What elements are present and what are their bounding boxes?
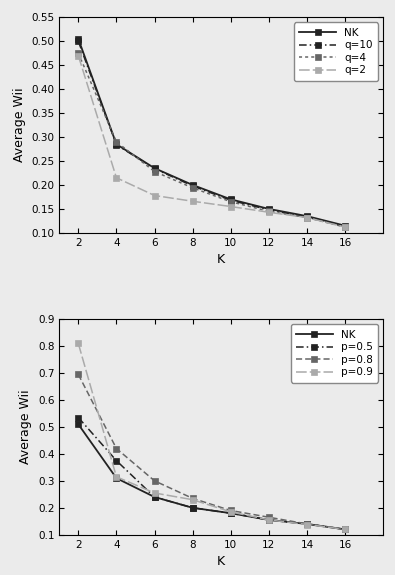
Line: q=2: q=2 [75, 53, 348, 230]
NK [114, 475, 119, 482]
Line: NK: NK [75, 36, 348, 228]
X-axis label: K: K [217, 254, 225, 266]
p=0.9 [76, 340, 81, 347]
q=2 [152, 192, 157, 199]
NK [228, 510, 233, 517]
q=4 [343, 224, 348, 231]
q=2 [76, 52, 81, 59]
p=0.9 [343, 526, 348, 533]
q=10 [267, 206, 271, 213]
Line: p=0.5: p=0.5 [75, 415, 348, 532]
NK [152, 165, 157, 172]
NK [343, 526, 348, 533]
Line: p=0.8: p=0.8 [75, 371, 348, 532]
Line: p=0.9: p=0.9 [75, 340, 348, 532]
p=0.9 [114, 473, 119, 480]
p=0.8 [76, 371, 81, 378]
q=2 [305, 214, 309, 221]
q=10 [190, 182, 195, 189]
p=0.8 [305, 520, 309, 527]
NK [267, 205, 271, 212]
q=4 [152, 168, 157, 175]
NK [343, 222, 348, 229]
p=0.8 [114, 445, 119, 452]
NK [228, 196, 233, 203]
NK [76, 36, 81, 43]
NK [114, 141, 119, 148]
NK [152, 493, 157, 500]
q=10 [76, 38, 81, 45]
Legend: NK, p=0.5, p=0.8, p=0.9: NK, p=0.5, p=0.8, p=0.9 [291, 324, 378, 382]
p=0.5 [305, 520, 309, 527]
q=10 [152, 165, 157, 172]
q=10 [343, 223, 348, 230]
q=2 [114, 174, 119, 181]
q=2 [267, 209, 271, 216]
p=0.5 [267, 516, 271, 523]
q=10 [305, 213, 309, 220]
q=10 [114, 141, 119, 148]
p=0.8 [152, 477, 157, 484]
p=0.5 [343, 526, 348, 533]
q=4 [190, 185, 195, 191]
Y-axis label: Average Wii: Average Wii [13, 88, 26, 162]
q=2 [228, 203, 233, 210]
p=0.5 [152, 493, 157, 500]
Line: NK: NK [75, 421, 348, 532]
q=4 [76, 50, 81, 57]
NK [267, 516, 271, 523]
p=0.5 [190, 504, 195, 511]
q=4 [114, 139, 119, 145]
NK [190, 182, 195, 189]
Line: q=4: q=4 [75, 51, 348, 230]
NK [305, 213, 309, 220]
p=0.5 [228, 510, 233, 517]
X-axis label: K: K [217, 555, 225, 568]
p=0.8 [190, 495, 195, 502]
p=0.5 [114, 457, 119, 464]
q=4 [267, 208, 271, 215]
NK [76, 421, 81, 428]
Line: q=10: q=10 [75, 39, 348, 229]
q=2 [190, 198, 195, 205]
p=0.9 [305, 521, 309, 528]
q=4 [305, 214, 309, 221]
q=2 [343, 224, 348, 231]
p=0.9 [190, 496, 195, 503]
q=4 [228, 198, 233, 205]
p=0.8 [267, 514, 271, 521]
NK [305, 520, 309, 527]
p=0.9 [228, 508, 233, 515]
p=0.9 [267, 516, 271, 523]
Y-axis label: Average Wii: Average Wii [19, 390, 32, 464]
q=10 [228, 197, 233, 204]
p=0.8 [343, 526, 348, 533]
NK [190, 504, 195, 511]
p=0.8 [228, 507, 233, 514]
p=0.5 [76, 414, 81, 421]
p=0.9 [152, 489, 157, 496]
Legend: NK, q=10, q=4, q=2: NK, q=10, q=4, q=2 [294, 22, 378, 80]
